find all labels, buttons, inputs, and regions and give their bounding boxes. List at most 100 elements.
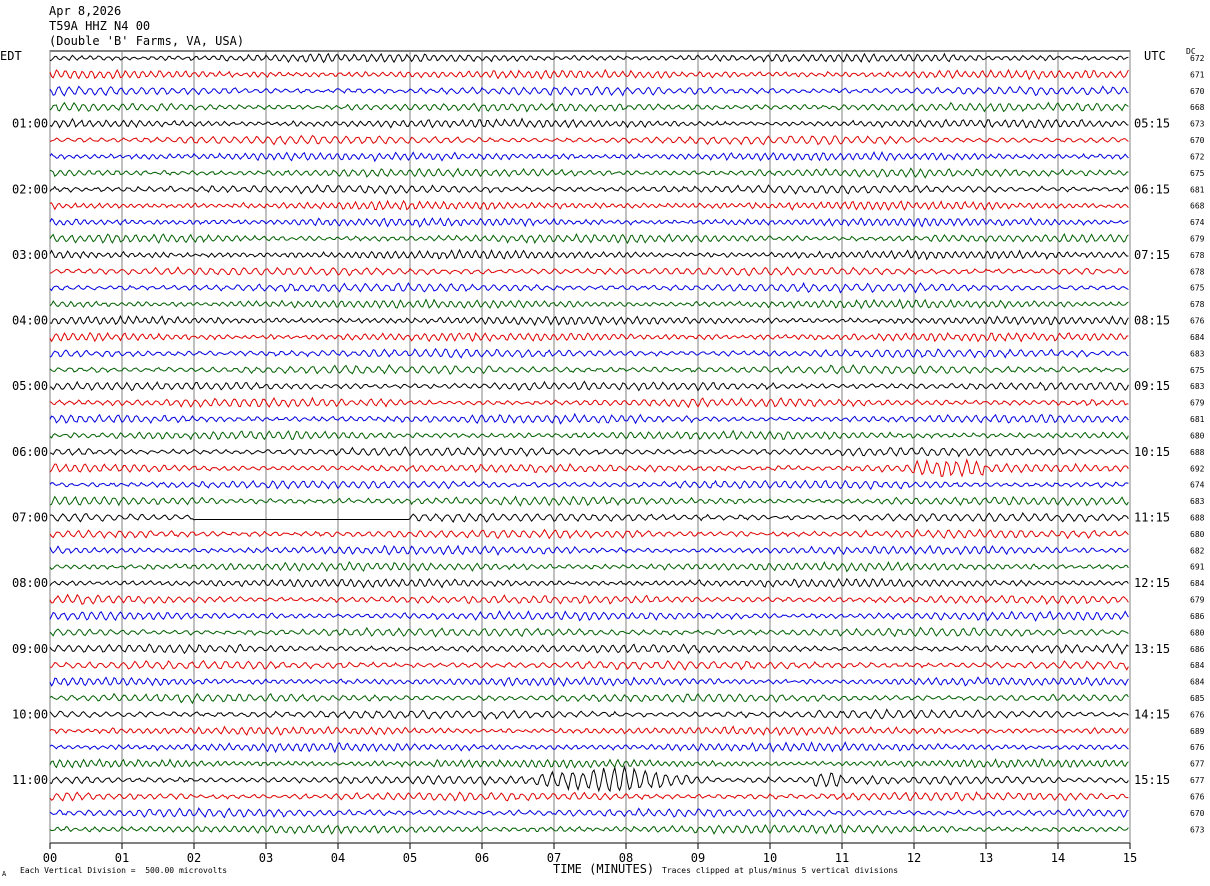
trace-line	[49, 85, 1129, 97]
trace-line	[49, 757, 1129, 769]
left-hour-label: 07:00	[12, 510, 48, 524]
trace-line	[49, 626, 1129, 638]
right-hour-label: 11:15	[1134, 510, 1170, 524]
trace-line	[49, 511, 1129, 523]
dc-offset-value: 676	[1190, 792, 1205, 801]
x-tick-label: 05	[403, 851, 417, 865]
trace-line	[49, 528, 1129, 540]
dc-offset-value: 674	[1190, 481, 1205, 490]
x-tick-label: 01	[115, 851, 129, 865]
trace-line	[49, 676, 1129, 688]
right-timezone-label: UTC	[1144, 49, 1166, 63]
trace-line	[49, 396, 1129, 409]
left-hour-label: 09:00	[12, 642, 48, 656]
trace-line	[49, 764, 1129, 793]
trace-line	[49, 692, 1129, 705]
trace-line	[49, 610, 1129, 622]
x-tick-label: 11	[835, 851, 849, 865]
footer-mark: A	[2, 870, 7, 878]
dc-offset-value: 678	[1190, 300, 1205, 309]
right-hour-label: 07:15	[1134, 248, 1170, 262]
dc-offset-value: 675	[1190, 366, 1205, 375]
left-timezone-label: EDT	[0, 49, 22, 63]
dc-offset-value: 684	[1190, 333, 1205, 342]
dc-offset-value: 670	[1190, 809, 1205, 818]
dc-offset-value: 677	[1190, 776, 1205, 785]
left-hour-label: 11:00	[12, 773, 48, 787]
trace-line	[49, 331, 1129, 343]
trace-line	[49, 298, 1129, 310]
x-tick-label: 15	[1123, 851, 1137, 865]
right-hour-label: 10:15	[1134, 445, 1170, 459]
x-tick-label: 12	[907, 851, 921, 865]
dc-offset-value: 670	[1190, 136, 1205, 145]
dc-offset-value: 679	[1190, 596, 1205, 605]
grid-lines	[49, 51, 1131, 849]
dc-offset-value: 684	[1190, 661, 1205, 670]
dc-offset-value: 677	[1190, 760, 1205, 769]
dc-offset-value: 692	[1190, 464, 1205, 473]
dc-offset-value: 676	[1190, 743, 1205, 752]
right-hour-label: 08:15	[1134, 314, 1170, 328]
dc-offset-value: 688	[1190, 448, 1205, 457]
plot-frame	[49, 50, 1131, 844]
trace-line	[49, 544, 1129, 557]
dc-offset-value: 682	[1190, 546, 1205, 555]
trace-line	[49, 412, 1129, 425]
right-hour-label: 05:15	[1134, 117, 1170, 131]
dc-offset-value: 681	[1190, 185, 1205, 194]
right-hour-label: 06:15	[1134, 182, 1170, 196]
trace-line	[49, 233, 1129, 245]
trace-line	[49, 101, 1129, 113]
x-tick-label: 13	[979, 851, 993, 865]
right-hour-label: 14:15	[1134, 707, 1170, 721]
trace-line	[49, 479, 1129, 491]
left-hour-label: 01:00	[12, 117, 48, 131]
dc-offset-value: 681	[1190, 415, 1205, 424]
trace-line	[49, 446, 1129, 458]
dc-offset-value: 689	[1190, 727, 1205, 736]
x-tick-label: 10	[763, 851, 777, 865]
right-hour-label: 09:15	[1134, 379, 1170, 393]
dc-offset-value: 671	[1190, 70, 1205, 79]
x-tick-label: 09	[691, 851, 705, 865]
left-hour-label: 10:00	[12, 707, 48, 721]
trace-line	[49, 791, 1129, 802]
left-hour-label: 03:00	[12, 248, 48, 262]
trace-line	[49, 807, 1129, 819]
dc-offset-value: 683	[1190, 382, 1205, 391]
trace-line	[49, 248, 1129, 261]
trace-line	[49, 199, 1129, 211]
trace-line	[49, 577, 1129, 589]
dc-offset-value: 670	[1190, 87, 1205, 96]
trace-line	[49, 134, 1129, 146]
dc-header-label: DC	[1186, 47, 1196, 56]
trace-line	[50, 660, 1129, 671]
trace-line	[49, 68, 1129, 81]
trace-line	[49, 429, 1129, 441]
trace-line	[49, 741, 1129, 754]
dc-offset-value: 674	[1190, 218, 1205, 227]
x-tick-label: 04	[331, 851, 345, 865]
left-hour-label: 04:00	[12, 314, 48, 328]
x-tick-label: 00	[43, 851, 57, 865]
right-hour-label: 15:15	[1134, 773, 1170, 787]
dc-offset-value: 678	[1190, 267, 1205, 276]
dc-offset-value: 691	[1190, 563, 1205, 572]
trace-line	[49, 363, 1129, 375]
right-hour-label: 12:15	[1134, 576, 1170, 590]
seismic-traces	[49, 52, 1129, 835]
right-hour-label: 13:15	[1134, 642, 1170, 656]
dc-offset-value: 668	[1190, 103, 1205, 112]
trace-line	[49, 708, 1129, 720]
dc-offset-value: 686	[1190, 612, 1205, 621]
trace-line	[49, 593, 1129, 605]
trace-line	[49, 266, 1129, 277]
axis-labels: 00 01 02 03 04 05 06 07 08 09 10 11 12 13 14 15 672 671 67…	[12, 54, 1205, 865]
clip-note: Traces clipped at plus/minus 5 vertical …	[662, 866, 899, 875]
x-tick-label: 06	[475, 851, 489, 865]
dc-offset-value: 680	[1190, 530, 1205, 539]
dc-offset-value: 683	[1190, 349, 1205, 358]
scale-note: Each Vertical Division = 500.00 microvol…	[20, 866, 228, 875]
